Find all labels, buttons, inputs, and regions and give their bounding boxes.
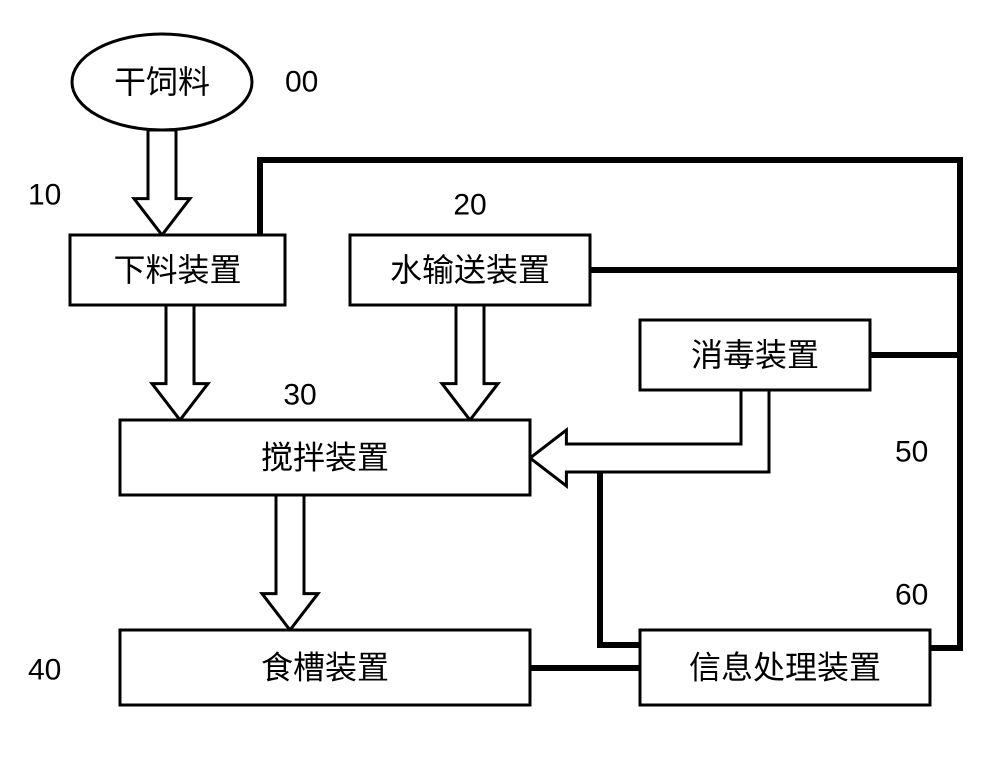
node-10-label: 下料装置 [113,252,241,288]
node-50-label: 消毒装置 [691,337,819,373]
node-20-label: 水输送装置 [390,252,550,288]
node-50-number: 50 [895,436,928,469]
flow-arrow [530,390,769,486]
flow-arrow [262,495,318,630]
node-30-number: 30 [283,379,316,412]
flow-arrow [134,130,190,235]
control-line [530,458,640,645]
node-20-number: 20 [453,189,486,222]
flow-arrow [442,305,498,420]
node-60-label: 信息处理装置 [689,650,881,686]
node-00-label: 干饲料 [114,64,210,100]
node-40-label: 食槽装置 [261,650,389,686]
flow-arrow [152,305,208,420]
node-00-number: 00 [285,66,318,99]
node-60-number: 60 [895,579,928,612]
node-40-number: 40 [28,654,61,687]
node-10-number: 10 [28,179,61,212]
control-line [260,160,960,648]
node-30-label: 搅拌装置 [261,440,389,476]
